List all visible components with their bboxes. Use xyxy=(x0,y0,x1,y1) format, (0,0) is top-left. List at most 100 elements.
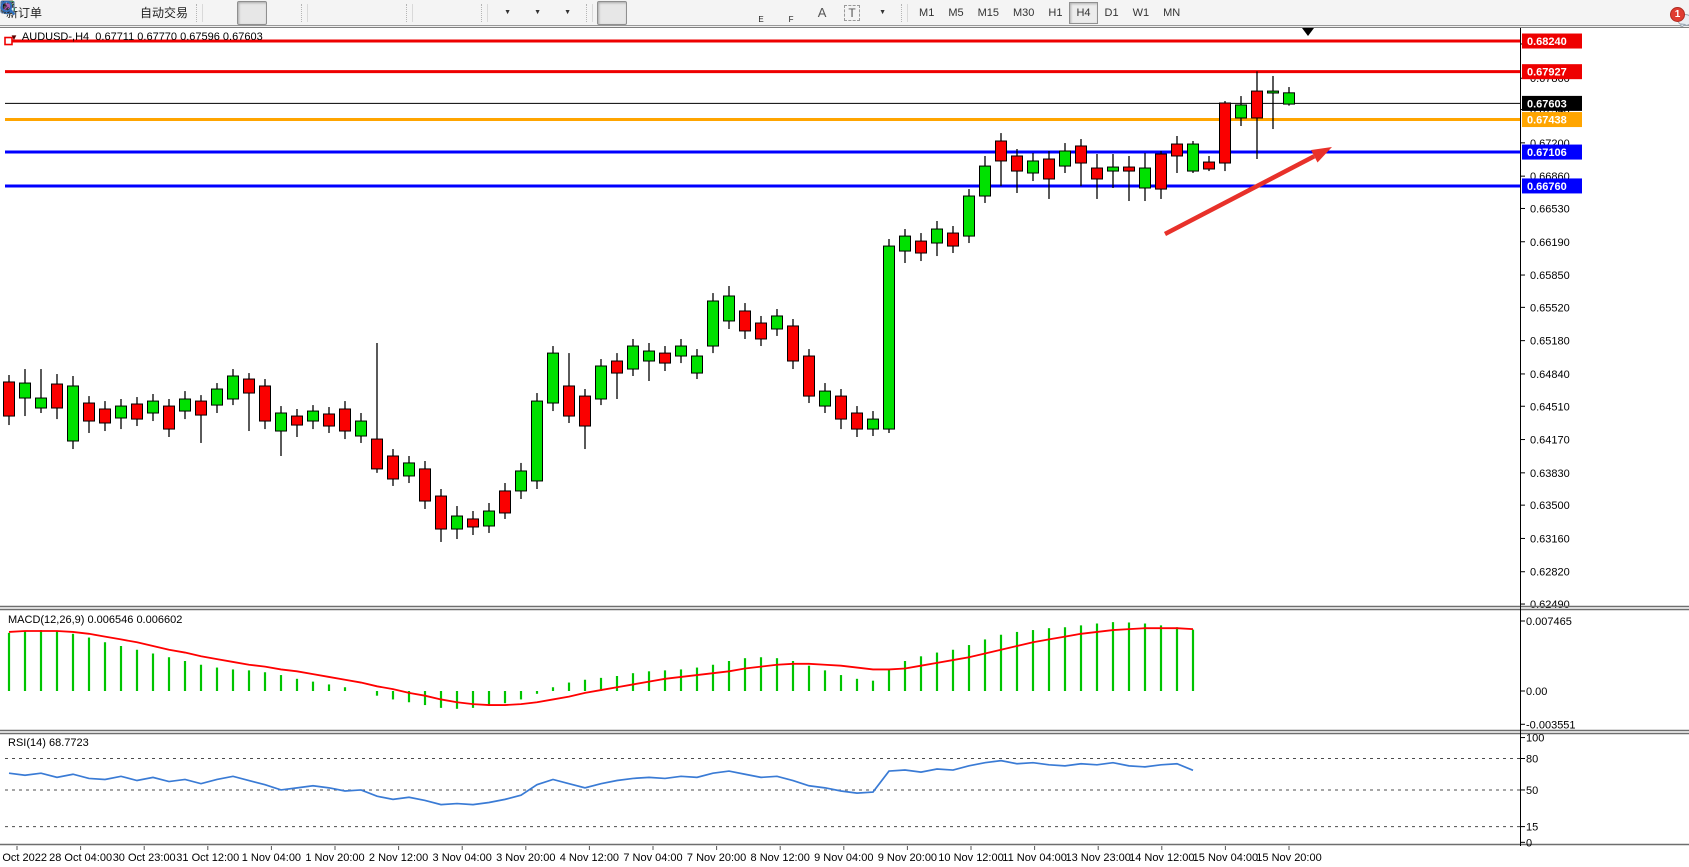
time-axis-label: 13 Nov 23:00 xyxy=(1065,852,1130,864)
candle xyxy=(787,319,799,370)
candle xyxy=(611,353,623,400)
rsi-name: RSI(14) xyxy=(8,737,46,749)
candle-body xyxy=(483,510,495,527)
indicators-button[interactable]: ▼ xyxy=(0,1,522,25)
templates-button[interactable]: ▼ xyxy=(0,1,582,25)
text-label-tool-icon: T xyxy=(844,4,860,21)
chart-profiles-button[interactable] xyxy=(1,0,76,25)
timeframe-m5[interactable]: M5 xyxy=(948,6,964,19)
candle-body xyxy=(1107,166,1119,172)
time-axis-label: 30 Oct 23:00 xyxy=(113,852,176,864)
candle-body xyxy=(1155,153,1167,190)
time-axis-label: 10 Nov 12:00 xyxy=(938,852,1003,864)
dropdown-caret-icon: ▼ xyxy=(534,9,541,16)
candle xyxy=(627,338,639,376)
candle-body xyxy=(739,310,751,332)
candle-body xyxy=(467,518,479,528)
high-marker-icon[interactable] xyxy=(1302,28,1314,36)
arrows-tool-button[interactable]: ▼ xyxy=(2,1,897,25)
candle-body xyxy=(1203,161,1215,170)
line-chart-button[interactable] xyxy=(1,1,297,25)
text-label-tool-button[interactable]: T xyxy=(837,1,867,25)
time-axis-label: 7 Nov 04:00 xyxy=(623,852,682,864)
candlestick-chart-button[interactable] xyxy=(1,0,268,25)
candle xyxy=(243,373,255,432)
candle-body xyxy=(899,235,911,252)
chart-symbol-period: AUDUSD-,H4 xyxy=(21,31,90,43)
price-axis-label: 0.64510 xyxy=(1530,401,1570,413)
candle xyxy=(131,397,143,427)
candle-body xyxy=(1075,145,1087,164)
candle xyxy=(707,293,719,354)
candle-body xyxy=(355,420,367,437)
zoom-in-button[interactable] xyxy=(1,1,342,25)
channel-tool-button[interactable]: E xyxy=(0,1,777,25)
trend-arrow-line[interactable] xyxy=(1163,154,1316,236)
candle xyxy=(835,389,847,430)
candle-body xyxy=(723,295,735,322)
toolbar-separator xyxy=(301,3,309,22)
market-watch-button[interactable] xyxy=(0,1,106,25)
timeframe-d1[interactable]: D1 xyxy=(1104,6,1119,19)
candle xyxy=(899,229,911,263)
candle-body xyxy=(1027,160,1039,174)
price-axis-label: 0.64840 xyxy=(1530,369,1570,381)
candle-body xyxy=(1235,104,1247,119)
price-axis-label: 0.64170 xyxy=(1530,435,1570,447)
time-axis-label: 8 Nov 12:00 xyxy=(751,852,810,864)
auto-scroll-button[interactable] xyxy=(1,1,447,25)
candle-body xyxy=(1187,143,1199,172)
candle-body xyxy=(643,350,655,362)
timeframe-m15[interactable]: M15 xyxy=(977,6,999,19)
tile-windows-button[interactable] xyxy=(1,1,402,25)
candle-body xyxy=(627,345,639,370)
macd-signal-value: 0.006602 xyxy=(136,614,183,626)
timeframe-w1[interactable]: W1 xyxy=(1132,6,1150,19)
rsi-axis-label: 15 xyxy=(1526,822,1538,834)
text-tool-button[interactable]: A xyxy=(807,1,837,25)
macd-axis-label: -0.003551 xyxy=(1526,719,1576,731)
vertical-line-tool-button[interactable] xyxy=(4,1,687,25)
candle xyxy=(499,483,511,519)
rsi-axis-label: 100 xyxy=(1526,733,1544,745)
periods-button[interactable]: ▼ xyxy=(0,0,552,25)
candle-body xyxy=(323,413,335,427)
candle xyxy=(979,155,991,203)
candle-body xyxy=(243,378,255,394)
new-order-label: 新订单 xyxy=(6,6,43,20)
line-handle[interactable] xyxy=(4,36,13,46)
timeframe-m1[interactable]: M1 xyxy=(919,6,935,19)
candle-body xyxy=(35,397,47,409)
candle xyxy=(1139,153,1151,202)
auto-trading-button[interactable]: 自动交易 xyxy=(0,1,192,25)
bar-chart-button[interactable] xyxy=(2,1,237,25)
chart-shift-button[interactable] xyxy=(1,1,477,25)
zoom-out-button[interactable] xyxy=(1,1,372,25)
fibonacci-tool-button[interactable]: F xyxy=(1,1,807,25)
candle xyxy=(563,353,575,423)
price-level-badge xyxy=(1522,144,1582,160)
symbol-menu-icon[interactable]: ▼ xyxy=(10,33,18,42)
timeframe-h1[interactable]: H1 xyxy=(1048,6,1063,19)
time-axis-label: 27 Oct 2022 xyxy=(0,852,47,864)
crosshair-tool-button[interactable] xyxy=(1,1,657,25)
time-axis-label: 9 Nov 20:00 xyxy=(878,852,937,864)
toolbar-separator xyxy=(406,3,414,22)
horizontal-line-tool-button[interactable] xyxy=(1,1,717,25)
trendline-tool-button[interactable] xyxy=(1,1,747,25)
candle xyxy=(3,375,15,426)
candle xyxy=(931,220,943,257)
chart-canvas[interactable]: 0.682100.678600.675400.672000.668600.665… xyxy=(0,28,1689,867)
cursor-tool-button[interactable] xyxy=(3,0,628,25)
candle-body xyxy=(1219,102,1231,164)
timeframe-m30[interactable]: M30 xyxy=(1013,6,1035,19)
search-icon[interactable] xyxy=(0,0,16,16)
candle-body xyxy=(403,462,415,477)
timeframe-h4[interactable]: H4 xyxy=(1069,1,1098,24)
candle-body xyxy=(227,375,239,400)
trend-arrow-head[interactable] xyxy=(1311,147,1332,163)
candle-body xyxy=(771,315,783,330)
candle xyxy=(371,342,383,473)
signals-button[interactable] xyxy=(0,1,136,25)
timeframe-mn[interactable]: MN xyxy=(1163,6,1181,19)
